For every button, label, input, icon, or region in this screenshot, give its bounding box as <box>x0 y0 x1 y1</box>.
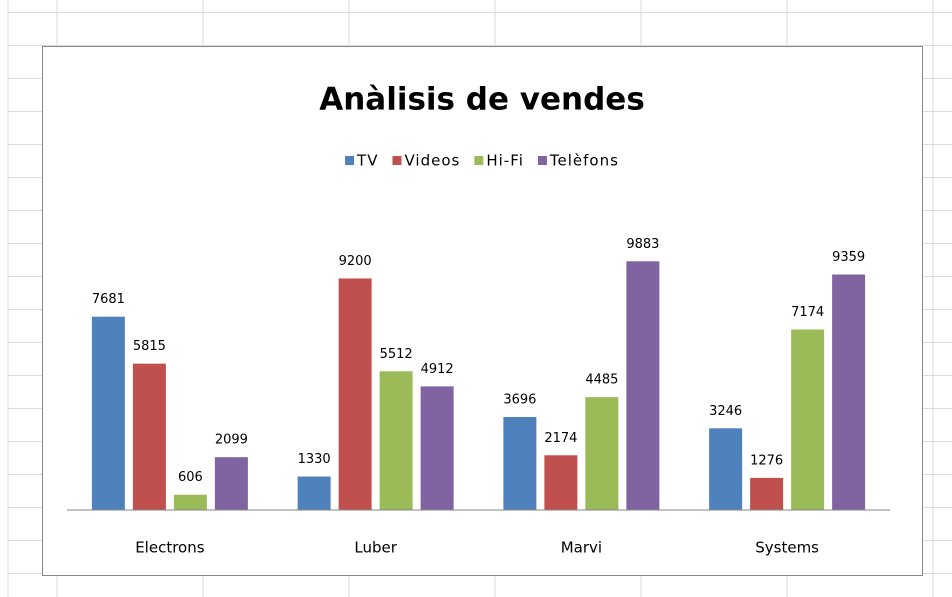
data-label: 3696 <box>503 392 536 407</box>
legend-swatch <box>537 156 547 165</box>
x-tick-label: Marvi <box>561 539 602 557</box>
data-label: 7681 <box>92 292 125 307</box>
bar <box>379 371 413 510</box>
legend-swatch <box>345 156 355 165</box>
data-label: 4485 <box>585 373 618 388</box>
data-label: 7174 <box>791 305 824 320</box>
data-label: 2174 <box>544 431 577 446</box>
bar <box>544 455 578 510</box>
x-tick-label: Electrons <box>135 539 205 557</box>
chart-title: Anàlisis de vendes <box>319 82 645 118</box>
bar <box>750 477 784 510</box>
data-label: 1276 <box>750 453 783 468</box>
legend-swatch <box>474 156 484 165</box>
legend-label: Videos <box>404 152 460 170</box>
bar <box>214 457 248 510</box>
x-tick-label: Systems <box>755 539 819 557</box>
bar <box>503 416 537 510</box>
bar <box>420 386 454 510</box>
data-label: 9359 <box>832 250 865 265</box>
bar <box>132 363 166 510</box>
data-label: 4912 <box>421 362 454 377</box>
data-label: 5512 <box>380 347 413 362</box>
bar <box>791 329 825 510</box>
data-label: 606 <box>178 470 203 485</box>
data-label: 1330 <box>298 452 331 467</box>
data-label: 2099 <box>215 433 248 448</box>
bar <box>832 274 866 510</box>
legend-label: TV <box>356 152 378 170</box>
bar <box>297 476 331 510</box>
bar <box>585 397 619 510</box>
bar <box>338 278 372 510</box>
plot: Electrons 7681 5815 606 2099 Luber 1330 9200 551… <box>67 152 890 557</box>
bar <box>173 494 207 510</box>
data-label: 9200 <box>339 254 372 269</box>
x-tick-label: Luber <box>354 539 397 557</box>
legend-swatch <box>392 156 402 165</box>
data-label: 3246 <box>709 404 742 419</box>
data-label: 9883 <box>626 237 659 252</box>
legend-label: Telèfons <box>549 152 619 170</box>
bar <box>626 261 660 510</box>
bar <box>709 428 743 510</box>
legend-label: Hi-Fi <box>486 152 524 170</box>
data-label: 5815 <box>133 339 166 354</box>
bar <box>91 316 125 510</box>
